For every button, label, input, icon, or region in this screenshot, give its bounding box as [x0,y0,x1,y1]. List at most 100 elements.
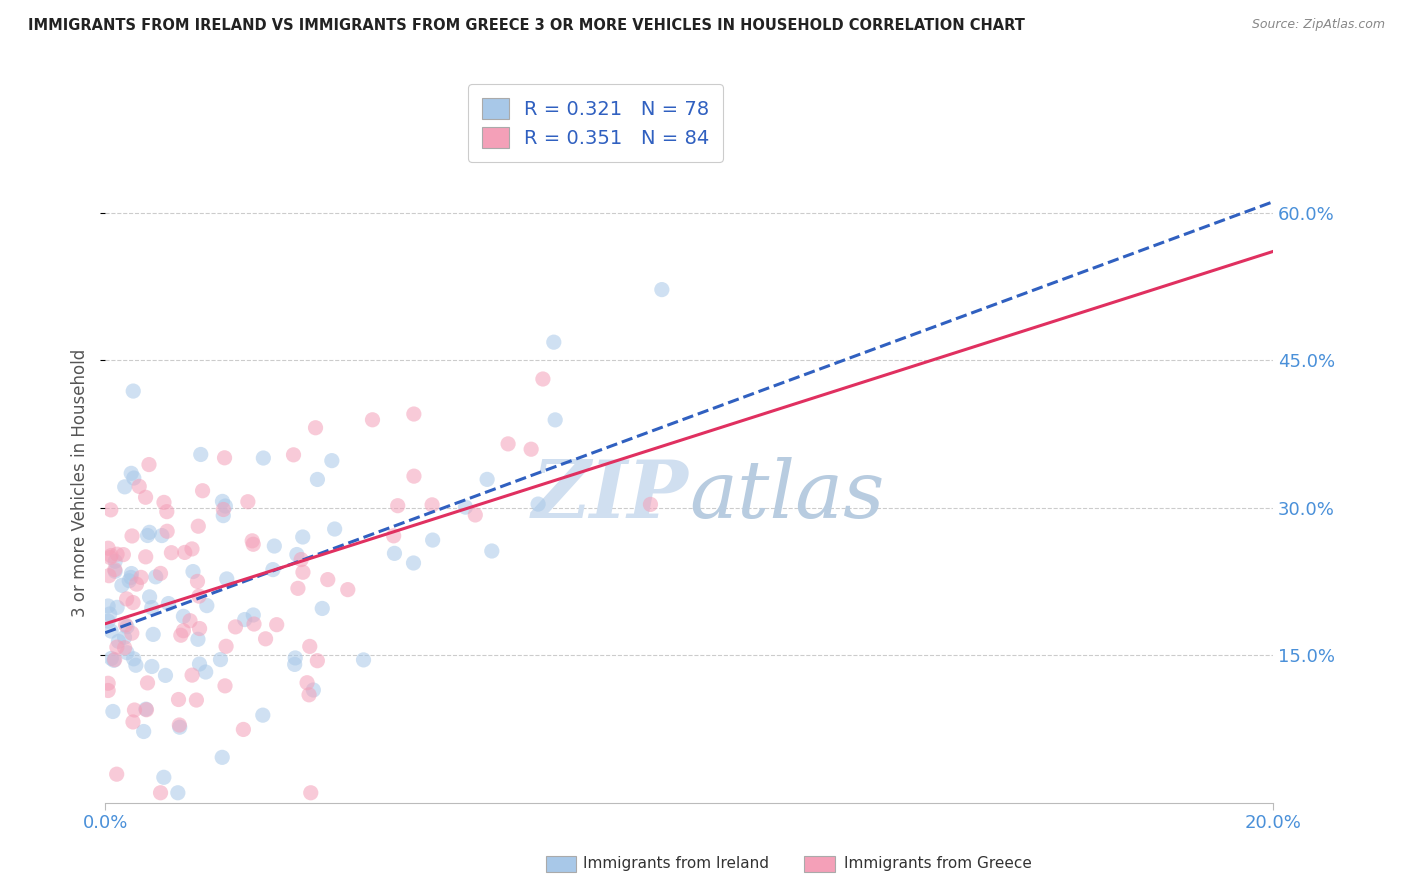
Point [544,413,567,427]
Point [120,570,142,584]
Point [287,582,309,596]
Point [531,372,554,386]
Point [129,570,152,584]
Point [188,657,211,671]
Point [211,750,233,764]
Point [181,565,204,579]
Point [496,437,519,451]
Point [190,447,212,461]
Point [520,442,543,457]
Point [101,705,124,719]
Point [187,519,209,533]
Point [166,786,188,800]
Point [402,556,425,570]
Point [263,539,285,553]
Point [111,578,134,592]
Point [153,770,176,784]
Point [132,724,155,739]
Point [167,692,190,706]
Point [233,613,256,627]
Point [173,545,195,559]
Point [136,528,159,542]
Point [97,568,120,582]
Point [307,654,329,668]
Point [149,566,172,581]
Point [120,467,142,481]
Point [243,617,266,632]
Point [464,508,486,522]
Point [214,450,236,465]
Point [115,646,138,660]
Point [136,676,159,690]
Point [194,665,217,679]
Point [195,599,218,613]
Point [125,577,148,591]
Point [302,683,325,698]
Point [104,554,127,568]
Point [169,718,191,732]
Point [384,546,406,560]
Point [475,472,498,486]
Point [422,533,444,547]
Point [402,407,425,421]
Point [316,573,339,587]
Point [135,549,157,564]
Point [236,494,259,508]
Point [98,607,121,621]
Point [181,541,204,556]
Point [124,703,146,717]
Point [100,549,122,563]
Point [361,413,384,427]
Point [188,622,211,636]
Point [122,714,145,729]
Point [114,640,136,655]
Point [420,498,443,512]
Point [122,471,145,485]
Point [298,640,321,654]
Point [291,530,314,544]
Point [304,421,326,435]
Point [114,480,136,494]
Point [135,703,157,717]
Point [214,499,236,513]
Point [290,552,312,566]
Point [186,574,208,589]
Point [188,589,211,603]
Text: IMMIGRANTS FROM IRELAND VS IMMIGRANTS FROM GREECE 3 OR MORE VEHICLES IN HOUSEHOL: IMMIGRANTS FROM IRELAND VS IMMIGRANTS FR… [28,18,1025,33]
Point [284,657,307,672]
Point [640,497,662,511]
Point [153,495,176,509]
Point [115,591,138,606]
Point [170,628,193,642]
Point [98,550,121,565]
Point [283,448,305,462]
Point [169,720,191,734]
Point [298,688,321,702]
Point [149,786,172,800]
Point [214,679,236,693]
Text: Source: ZipAtlas.com: Source: ZipAtlas.com [1251,18,1385,31]
Point [262,563,284,577]
Point [105,600,128,615]
Point [481,544,503,558]
Point [285,548,308,562]
Point [97,683,120,698]
Point [527,497,550,511]
Point [105,767,128,781]
Point [242,537,264,551]
Point [122,596,145,610]
Point [209,652,232,666]
Point [125,658,148,673]
Point [97,599,120,613]
Point [311,601,333,615]
Point [187,632,209,647]
Point [121,529,143,543]
Point [155,668,177,682]
Point [299,786,322,800]
Point [353,653,375,667]
Point [112,548,135,562]
Point [240,533,263,548]
Point [252,450,274,465]
Point [191,483,214,498]
Point [212,502,235,516]
